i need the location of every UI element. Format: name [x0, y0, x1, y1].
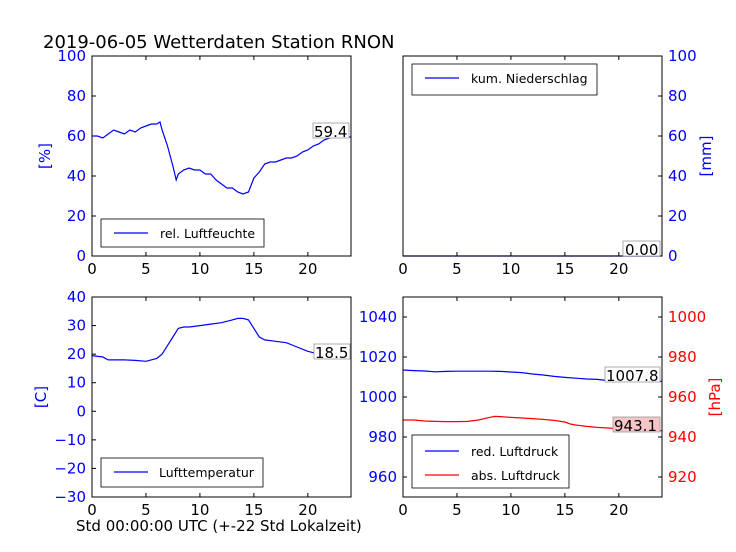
- precipitation-y-right-tick-label: 60: [668, 127, 687, 145]
- humidity-y-tick-label: 60: [67, 127, 86, 145]
- humidity-x-tick-label: 0: [87, 260, 97, 278]
- temperature-x-tick-label: 10: [190, 501, 209, 519]
- humidity-x-tick-label: 5: [141, 260, 151, 278]
- pressure-panel: 0 5 10 15 20 960 980 1000 1020 1040 920 940 960 980 10…: [359, 296, 724, 519]
- humidity-last-value: 59.4: [314, 123, 347, 141]
- temperature-panel: 0 5 10 15 20 −30 −20 −10 0 10 20 30 40 [C] 18.5 Luft…: [32, 288, 352, 519]
- temperature-legend-label: Lufttemperatur: [159, 465, 255, 480]
- pressure-y-tick-label: 960: [368, 468, 397, 486]
- precipitation-y-right-tick-label: 0: [668, 247, 678, 265]
- humidity-y-tick-label: 100: [57, 47, 86, 65]
- precipitation-y-right-tick-label: 40: [668, 167, 687, 185]
- absolute-pressure-last-value: 943.1: [614, 417, 657, 435]
- temperature-x-tick-label: 15: [244, 501, 263, 519]
- precipitation-x-tick-label: 15: [555, 260, 574, 278]
- temperature-y-tick-label: −20: [54, 459, 86, 477]
- pressure-y-right-tick-label: 980: [668, 348, 697, 366]
- pressure-x-tick-label: 10: [501, 501, 520, 519]
- temperature-y-axis-label: [C]: [32, 386, 50, 408]
- temperature-y-tick-label: 10: [67, 374, 86, 392]
- humidity-y-tick-label: 20: [67, 207, 86, 225]
- precipitation-panel: 0 5 10 15 20 0 20 40 60 80 100 [mm] 0.00 kum. Nied…: [398, 47, 715, 278]
- x-axis-label: Std 00:00:00 UTC (+-22 Std Lokalzeit): [76, 517, 362, 535]
- humidity-x-tick-label: 10: [190, 260, 209, 278]
- precipitation-plot-frame: [402, 55, 663, 257]
- figure-title: 2019-06-05 Wetterdaten Station RNON: [43, 32, 394, 53]
- temperature-y-tick-label: −30: [54, 488, 86, 506]
- humidity-y-tick-label: 0: [76, 247, 86, 265]
- precipitation-y-right-tick-label: 80: [668, 87, 687, 105]
- temperature-y-tick-label: 20: [67, 345, 86, 363]
- humidity-plot-frame: [91, 55, 352, 257]
- humidity-x-tick-label: 20: [298, 260, 317, 278]
- pressure-y-right-tick-label: 940: [668, 428, 697, 446]
- pressure-x-tick-label: 0: [398, 501, 408, 519]
- pressure-y-axis-label: [hPa]: [706, 378, 724, 417]
- temperature-x-tick-label: 5: [141, 501, 151, 519]
- pressure-x-tick-label: 5: [452, 501, 462, 519]
- pressure-x-tick-label: 15: [555, 501, 574, 519]
- temperature-y-tick-label: 30: [67, 317, 86, 335]
- humidity-y-tick-label: 80: [67, 87, 86, 105]
- pressure-y-right-tick-label: 1000: [668, 308, 706, 326]
- humidity-last-value-box: 59.4: [312, 122, 350, 141]
- humidity-y-axis-label: [%]: [36, 143, 54, 169]
- pressure-plot-frame: [402, 296, 663, 498]
- humidity-line: [92, 121, 352, 195]
- pressure-y-tick-label: 1020: [359, 348, 397, 366]
- temperature-legend: Lufttemperatur: [100, 457, 264, 488]
- humidity-legend: rel. Luftfeuchte: [100, 218, 265, 248]
- precipitation-legend-label: kum. Niederschlag: [471, 71, 588, 86]
- reduced-pressure-last-value: 1007.8: [606, 367, 659, 385]
- humidity-panel: 0 5 10 15 20 0 20 40 60 80 100 [%] 59.4 rel. Luftf…: [36, 47, 352, 278]
- pressure-y-tick-label: 1040: [359, 308, 397, 326]
- pressure-y-right-tick-label: 920: [668, 468, 697, 486]
- temperature-x-tick-label: 20: [298, 501, 317, 519]
- absolute-pressure-legend-label: abs. Luftdruck: [471, 468, 561, 483]
- reduced-pressure-last-value-box: 1007.8: [604, 366, 661, 385]
- pressure-y-tick-label: 980: [368, 428, 397, 446]
- temperature-last-value-box: 18.5: [313, 343, 351, 362]
- pressure-y-right-tick-label: 960: [668, 388, 697, 406]
- temperature-y-tick-label: −10: [54, 431, 86, 449]
- precipitation-x-tick-label: 0: [398, 260, 408, 278]
- temperature-y-tick-label: 40: [67, 288, 86, 306]
- precipitation-y-right-tick-label: 100: [668, 47, 697, 65]
- precipitation-y-axis-label: [mm]: [697, 136, 715, 177]
- temperature-line: [91, 317, 352, 362]
- humidity-y-tick-label: 40: [67, 167, 86, 185]
- pressure-legend: red. Luftdruck abs. Luftdruck: [411, 434, 570, 489]
- humidity-x-tick-label: 15: [244, 260, 263, 278]
- precipitation-last-value: 0.00: [625, 241, 658, 259]
- humidity-legend-label: rel. Luftfeuchte: [160, 226, 255, 241]
- precipitation-y-right-tick-label: 20: [668, 207, 687, 225]
- temperature-last-value: 18.5: [315, 344, 348, 362]
- precipitation-x-tick-label: 10: [501, 260, 520, 278]
- pressure-y-tick-label: 1000: [359, 388, 397, 406]
- temperature-x-tick-label: 0: [87, 501, 97, 519]
- temperature-y-tick-label: 0: [76, 402, 86, 420]
- pressure-x-tick-label: 20: [609, 501, 628, 519]
- temperature-plot-frame: [91, 296, 352, 498]
- absolute-pressure-last-value-box: 943.1: [612, 416, 661, 435]
- precipitation-x-tick-label: 5: [452, 260, 462, 278]
- reduced-pressure-legend-label: red. Luftdruck: [471, 444, 559, 459]
- precipitation-last-value-box: 0.00: [622, 240, 661, 259]
- precipitation-x-tick-label: 20: [609, 260, 628, 278]
- precipitation-legend: kum. Niederschlag: [411, 63, 598, 96]
